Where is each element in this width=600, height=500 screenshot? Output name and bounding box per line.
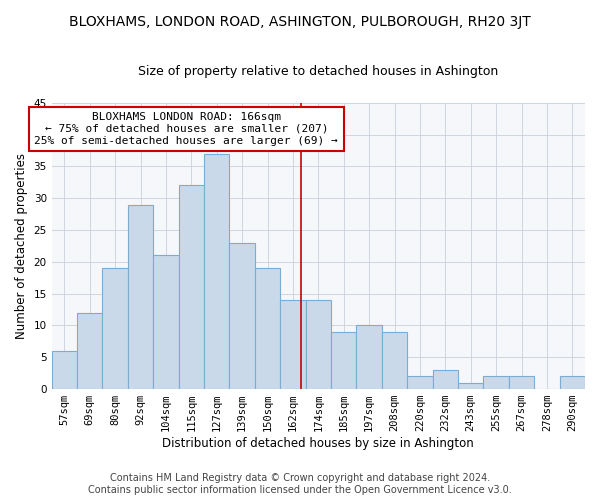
Bar: [128, 204, 153, 389]
Text: Contains HM Land Registry data © Crown copyright and database right 2024.
Contai: Contains HM Land Registry data © Crown c…: [88, 474, 512, 495]
X-axis label: Distribution of detached houses by size in Ashington: Distribution of detached houses by size …: [163, 437, 474, 450]
Title: Size of property relative to detached houses in Ashington: Size of property relative to detached ho…: [138, 65, 499, 78]
Bar: [179, 186, 204, 389]
Y-axis label: Number of detached properties: Number of detached properties: [15, 153, 28, 339]
Bar: [77, 312, 103, 389]
Bar: [204, 154, 229, 389]
Bar: [560, 376, 585, 389]
Bar: [509, 376, 534, 389]
Bar: [229, 242, 255, 389]
Bar: [255, 268, 280, 389]
Bar: [433, 370, 458, 389]
Bar: [484, 376, 509, 389]
Text: BLOXHAMS, LONDON ROAD, ASHINGTON, PULBOROUGH, RH20 3JT: BLOXHAMS, LONDON ROAD, ASHINGTON, PULBOR…: [69, 15, 531, 29]
Bar: [280, 300, 305, 389]
Bar: [331, 332, 356, 389]
Bar: [382, 332, 407, 389]
Bar: [407, 376, 433, 389]
Bar: [356, 326, 382, 389]
Bar: [103, 268, 128, 389]
Bar: [458, 382, 484, 389]
Bar: [52, 351, 77, 389]
Bar: [305, 300, 331, 389]
Bar: [153, 256, 179, 389]
Text: BLOXHAMS LONDON ROAD: 166sqm
← 75% of detached houses are smaller (207)
25% of s: BLOXHAMS LONDON ROAD: 166sqm ← 75% of de…: [34, 112, 338, 146]
